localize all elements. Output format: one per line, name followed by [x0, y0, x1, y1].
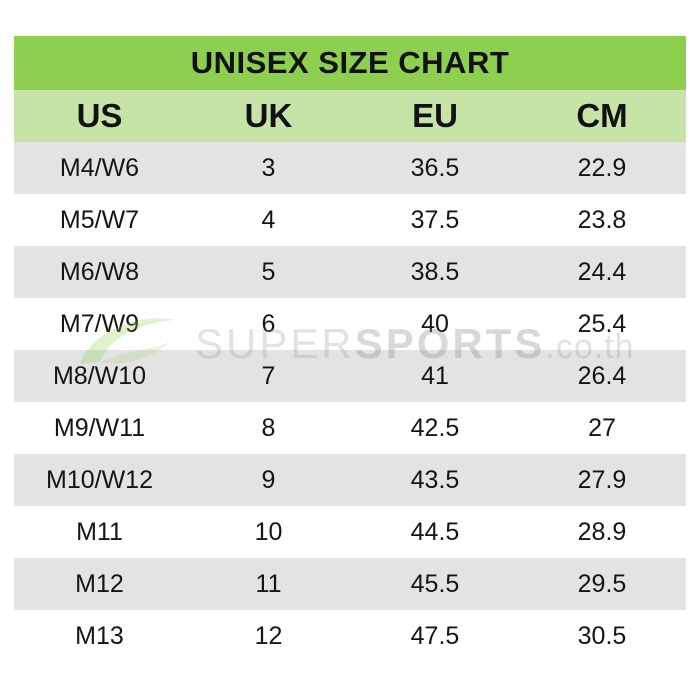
- table-row: M5/W7 4 37.5 23.8: [14, 194, 686, 246]
- cell-cm: 28.9: [577, 517, 627, 546]
- cell-cm: 22.9: [577, 153, 627, 182]
- cell-eu: 40: [421, 309, 449, 338]
- cell-eu: 43.5: [410, 465, 460, 494]
- size-table-body: M4/W6 3 36.5 22.9 M5/W7 4 37.5 23.8 M6/W…: [14, 142, 686, 662]
- cell-cm: 27: [588, 413, 616, 442]
- table-row: M7/W9 6 40 25.4: [14, 298, 686, 350]
- cell-eu: 42.5: [410, 413, 460, 442]
- cell-cm: 26.4: [577, 361, 627, 390]
- cell-us: M7/W9: [59, 309, 140, 338]
- table-row: M4/W6 3 36.5 22.9: [14, 142, 686, 194]
- table-row: M10/W12 9 43.5 27.9: [14, 454, 686, 506]
- cell-eu: 41: [421, 361, 449, 390]
- cell-eu: 36.5: [410, 153, 460, 182]
- cell-eu: 45.5: [410, 569, 460, 598]
- cell-cm: 30.5: [577, 621, 627, 650]
- column-header-cm: CM: [576, 97, 628, 134]
- cell-eu: 38.5: [410, 257, 460, 286]
- cell-eu: 47.5: [410, 621, 460, 650]
- cell-us: M11: [76, 517, 123, 546]
- table-row: M6/W8 5 38.5 24.4: [14, 246, 686, 298]
- cell-us: M4/W6: [59, 153, 140, 182]
- chart-title: UNISEX SIZE CHART: [14, 36, 686, 90]
- column-header-eu: EU: [412, 97, 458, 134]
- table-row: M11 10 44.5 28.9: [14, 506, 686, 558]
- cell-uk: 12: [254, 621, 283, 650]
- cell-uk: 6: [261, 309, 276, 338]
- cell-eu: 37.5: [410, 205, 460, 234]
- cell-uk: 5: [261, 257, 276, 286]
- size-chart: UNISEX SIZE CHART US UK EU CM M4/W6 3 36…: [14, 36, 686, 662]
- cell-uk: 3: [261, 153, 276, 182]
- cell-eu: 44.5: [410, 517, 460, 546]
- cell-cm: 24.4: [577, 257, 627, 286]
- cell-us: M9/W11: [53, 413, 146, 442]
- cell-uk: 8: [261, 413, 276, 442]
- cell-cm: 27.9: [577, 465, 627, 494]
- cell-us: M13: [75, 621, 124, 650]
- cell-uk: 9: [261, 465, 276, 494]
- column-header-us: US: [76, 97, 123, 134]
- cell-us: M6/W8: [59, 257, 140, 286]
- cell-us: M8/W10: [52, 361, 147, 390]
- table-row: M12 11 45.5 29.5: [14, 558, 686, 610]
- cell-us: M5/W7: [59, 205, 140, 234]
- cell-us: M10/W12: [46, 465, 153, 494]
- column-header-uk: UK: [244, 97, 293, 134]
- cell-uk: 7: [261, 361, 276, 390]
- cell-cm: 29.5: [577, 569, 627, 598]
- cell-cm: 23.8: [577, 205, 627, 234]
- table-row: M8/W10 7 41 26.4: [14, 350, 686, 402]
- cell-uk: 4: [261, 205, 276, 234]
- column-header-row: US UK EU CM: [14, 90, 686, 142]
- table-row: M13 12 47.5 30.5: [14, 610, 686, 662]
- cell-uk: 10: [254, 517, 283, 546]
- cell-cm: 25.4: [577, 309, 627, 338]
- cell-uk: 11: [255, 569, 282, 598]
- table-row: M9/W11 8 42.5 27: [14, 402, 686, 454]
- cell-us: M12: [75, 569, 124, 598]
